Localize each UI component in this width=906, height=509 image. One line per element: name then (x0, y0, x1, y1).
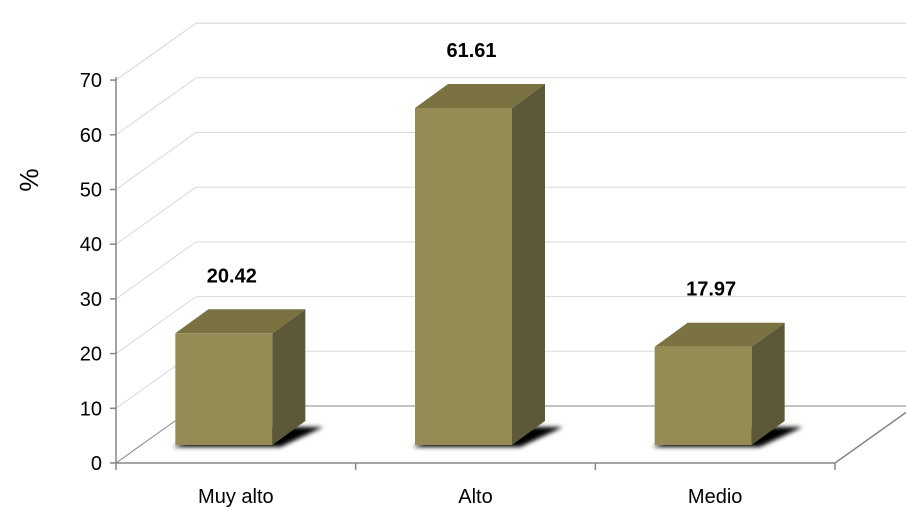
y-tick-label: 10 (80, 398, 102, 420)
y-tick-label: 0 (91, 453, 102, 475)
bar-side (512, 83, 545, 446)
bar-top (415, 83, 545, 108)
y-axis-title: % (14, 168, 44, 191)
y-tick-label: 20 (80, 344, 102, 366)
gridline-diagonal (115, 77, 197, 136)
data-label: 61.61 (446, 40, 496, 62)
y-tick-label: 40 (80, 234, 102, 256)
y-tick-label: 50 (80, 180, 102, 202)
x-tick-label: Medio (688, 486, 742, 508)
x-tick-label: Muy alto (198, 486, 274, 508)
bar-side (751, 322, 785, 445)
y-tick-label: 70 (80, 70, 102, 92)
x-tick-label: Alto (458, 486, 492, 508)
floor-right-edge (834, 411, 906, 464)
bar (654, 346, 752, 445)
bar-top (175, 309, 306, 334)
data-label: 20.42 (207, 265, 257, 287)
bars (173, 83, 803, 447)
y-tick-label: 60 (80, 125, 102, 147)
gridline-diagonal (115, 296, 197, 355)
gridline-diagonal (115, 241, 197, 300)
gridline-diagonal (115, 132, 197, 190)
bar-top (654, 322, 785, 347)
data-label: 17.97 (686, 279, 736, 301)
axes (110, 77, 906, 470)
labels: % 0 10 20 30 40 50 60 70 20.42 Muy alto 61.61 Alto 1… (14, 40, 742, 508)
gridline-diagonal (115, 22, 197, 81)
gridline-diagonal (115, 186, 197, 245)
gridlines (115, 22, 906, 409)
y-tick-label: 30 (80, 289, 102, 311)
bar (175, 333, 273, 445)
bar (415, 107, 512, 446)
bar-side (272, 309, 306, 445)
